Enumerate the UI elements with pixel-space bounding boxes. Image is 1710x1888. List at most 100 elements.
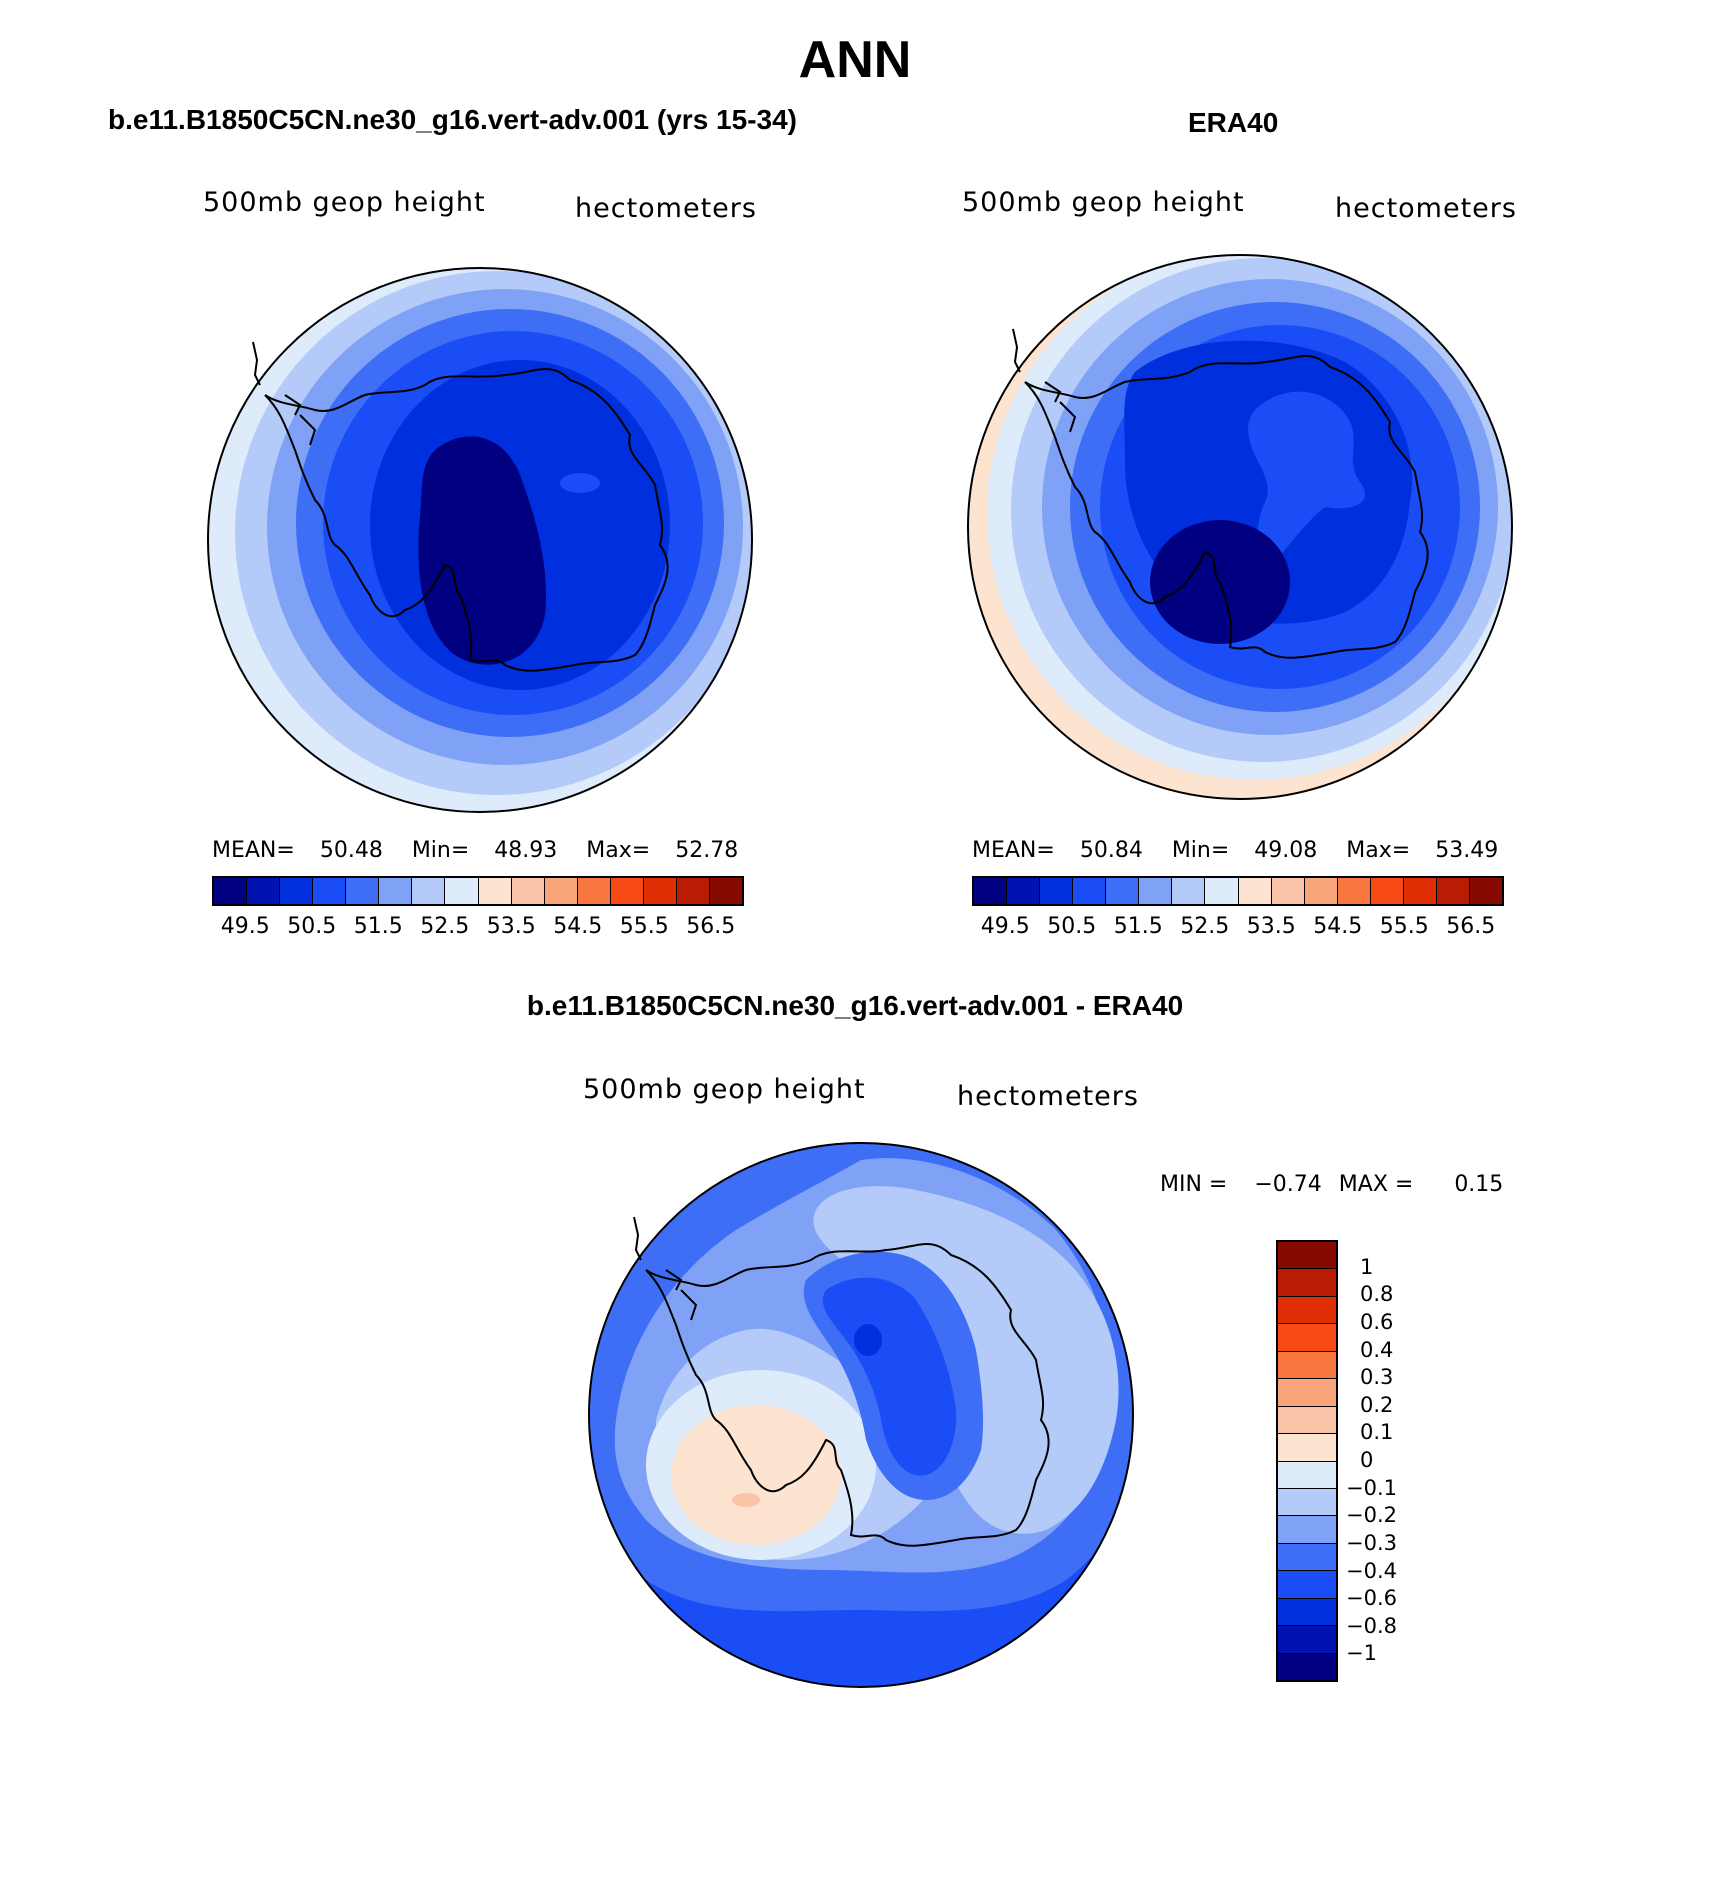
model-colorbar-swatch: [643, 878, 677, 904]
model-colorbar-swatch: [511, 878, 545, 904]
obs-colorbar-swatch: [1172, 878, 1206, 904]
model-colorbar-tick-label: 52.5: [420, 914, 470, 939]
diff-colorbar-swatch: [1278, 1516, 1336, 1544]
diff-colorbar-swatch: [1278, 1242, 1336, 1270]
model-colorbar-tick-label: 54.5: [553, 914, 603, 939]
model-mean-label: MEAN=: [212, 838, 295, 863]
obs-panel-title: ERA40: [1188, 107, 1279, 138]
obs-colorbar-tick-label: 49.5: [980, 914, 1030, 939]
diff-colorbar-tick-label: 0.6: [1360, 1309, 1394, 1334]
obs-min-label: Min=: [1171, 838, 1230, 863]
obs-colorbar-swatch: [1370, 878, 1404, 904]
obs-colorbar-swatch: [1271, 878, 1305, 904]
diff-colorbar-swatch: [1278, 1434, 1336, 1462]
model-variable-label: 500mb geop height: [203, 187, 486, 218]
diff-min-value: −0.74: [1254, 1172, 1322, 1197]
obs-colorbar-tick-label: 53.5: [1246, 914, 1296, 939]
diff-colorbar-swatch: [1278, 1406, 1336, 1435]
model-max-label: Max=: [586, 838, 651, 863]
obs-colorbar-swatch: [974, 878, 1008, 904]
diff-colorbar-swatch: [1278, 1626, 1336, 1654]
model-colorbar: [212, 876, 744, 906]
diff-colorbar-swatch: [1278, 1488, 1336, 1517]
model-colorbar-tick-label: 55.5: [619, 914, 669, 939]
diff-colorbar-labels: 1 0.8 0.6 0.4 0.3 0.2 0.1 0 −0.1 −0.2 −0.3 −0.4 −0.6…: [1346, 1240, 1466, 1682]
model-colorbar-swatch: [478, 878, 512, 904]
diff-colorbar-tick-label: −0.8: [1346, 1613, 1397, 1638]
diff-colorbar-swatch: [1278, 1269, 1336, 1297]
model-mean-value: 50.48: [319, 838, 383, 863]
model-colorbar-swatch: [445, 878, 479, 904]
model-colorbar-swatch: [676, 878, 710, 904]
model-min-value: 48.93: [494, 838, 558, 863]
diff-colorbar-swatch: [1278, 1351, 1336, 1380]
diff-map: [588, 1142, 1134, 1688]
figure-title: ANN: [798, 31, 912, 89]
obs-colorbar-tick-label: 52.5: [1180, 914, 1230, 939]
diff-colorbar-tick-label: −1: [1346, 1641, 1377, 1666]
obs-colorbar-swatch: [1007, 878, 1041, 904]
model-colorbar-tick-label: 51.5: [353, 914, 403, 939]
diff-colorbar-swatch: [1278, 1379, 1336, 1407]
obs-colorbar-tick-label: 51.5: [1113, 914, 1163, 939]
diff-colorbar-tick-label: −0.3: [1346, 1530, 1397, 1555]
model-max-value: 52.78: [675, 838, 739, 863]
obs-colorbar-swatch: [1403, 878, 1437, 904]
obs-colorbar-swatch: [1238, 878, 1272, 904]
obs-colorbar-swatch: [1139, 878, 1173, 904]
diff-colorbar-tick-label: −0.1: [1346, 1475, 1397, 1500]
obs-map: [967, 254, 1513, 800]
model-colorbar-tick-label: 56.5: [686, 914, 736, 939]
diff-variable-label: 500mb geop height: [583, 1074, 866, 1105]
diff-colorbar-swatch: [1278, 1653, 1336, 1680]
diff-colorbar-swatch: [1278, 1324, 1336, 1352]
diff-colorbar-swatch: [1278, 1571, 1336, 1599]
diff-colorbar-swatch: [1278, 1543, 1336, 1572]
model-min-label: Min=: [411, 838, 470, 863]
diff-colorbar-tick-label: −0.6: [1346, 1586, 1397, 1611]
obs-colorbar: [972, 876, 1504, 906]
obs-colorbar-tick-label: 54.5: [1313, 914, 1363, 939]
obs-colorbar-swatch: [1106, 878, 1140, 904]
obs-colorbar-swatch: [1436, 878, 1470, 904]
model-colorbar-swatch: [247, 878, 281, 904]
diff-colorbar-tick-label: 0.1: [1360, 1420, 1394, 1445]
diff-colorbar-tick-label: 0.2: [1360, 1392, 1394, 1417]
diff-colorbar-tick-label: 0.3: [1360, 1365, 1394, 1390]
model-colorbar-tick-label: 49.5: [220, 914, 270, 939]
model-colorbar-tick-label: 53.5: [486, 914, 536, 939]
obs-max-value: 53.49: [1435, 838, 1499, 863]
diff-colorbar-tick-label: −0.2: [1346, 1503, 1397, 1528]
diff-colorbar-swatch: [1278, 1296, 1336, 1325]
obs-colorbar-swatch: [1304, 878, 1338, 904]
diff-colorbar: [1276, 1240, 1338, 1682]
diff-colorbar-tick-label: 0.4: [1360, 1337, 1394, 1362]
model-colorbar-swatch: [412, 878, 446, 904]
model-colorbar-swatch: [280, 878, 314, 904]
obs-colorbar-tick-label: 50.5: [1047, 914, 1097, 939]
diff-colorbar-swatch: [1278, 1461, 1336, 1489]
model-colorbar-swatch: [709, 878, 742, 904]
model-colorbar-swatch: [610, 878, 644, 904]
obs-colorbar-swatch: [1073, 878, 1107, 904]
obs-colorbar-swatch: [1205, 878, 1239, 904]
model-colorbar-swatch: [379, 878, 413, 904]
model-stats: MEAN= 50.48 Min= 48.93 Max= 52.78: [212, 838, 738, 863]
obs-min-value: 49.08: [1254, 838, 1318, 863]
diff-colorbar-tick-label: 1: [1360, 1254, 1374, 1279]
obs-colorbar-swatch: [1337, 878, 1371, 904]
diff-stats: MIN = −0.74 MAX = 0.15: [1160, 1172, 1503, 1197]
diff-units-label: hectometers: [957, 1081, 1139, 1112]
diff-max-label: MAX =: [1338, 1172, 1414, 1197]
diff-colorbar-tick-label: −0.4: [1346, 1558, 1397, 1583]
model-colorbar-swatch: [313, 878, 347, 904]
obs-variable-label: 500mb geop height: [962, 187, 1245, 218]
model-panel-title: b.e11.B1850C5CN.ne30_g16.vert-adv.001 (y…: [108, 104, 797, 135]
model-colorbar-swatch: [577, 878, 611, 904]
model-map: [207, 267, 753, 813]
obs-mean-value: 50.84: [1079, 838, 1143, 863]
obs-colorbar-swatch: [1040, 878, 1074, 904]
model-colorbar-swatch: [544, 878, 578, 904]
model-units-label: hectometers: [575, 193, 757, 224]
obs-units-label: hectometers: [1335, 193, 1517, 224]
